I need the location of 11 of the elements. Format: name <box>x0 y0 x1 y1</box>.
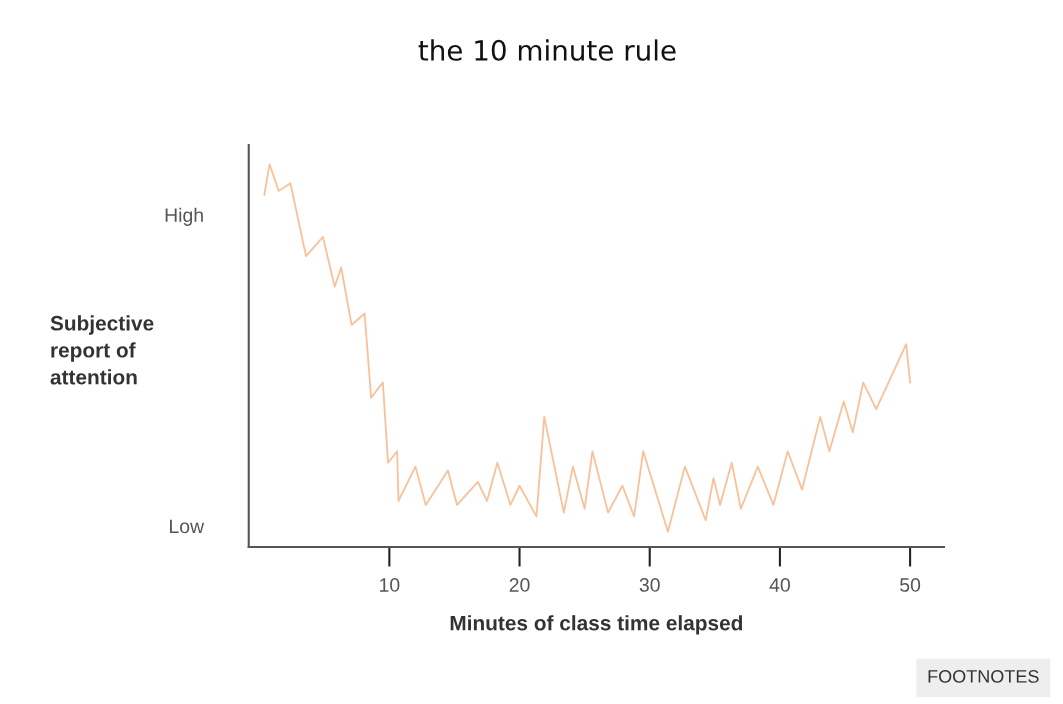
y-axis-title: Subjective report of attention <box>50 315 154 385</box>
x-tick-label: 50 <box>900 578 921 592</box>
text: Low <box>170 519 205 534</box>
x-tick-label: 10 <box>380 578 400 592</box>
text: High <box>165 207 203 226</box>
x-tick-label: 40 <box>769 578 790 592</box>
x-tick-label: 20 <box>509 578 530 592</box>
text: FOOTNOTES <box>928 670 1039 683</box>
chart-title: the 10 minute rule <box>418 39 676 61</box>
x-axis-title: Minutes of class time elapsed <box>450 615 743 635</box>
x-tick-label: 30 <box>639 578 660 592</box>
